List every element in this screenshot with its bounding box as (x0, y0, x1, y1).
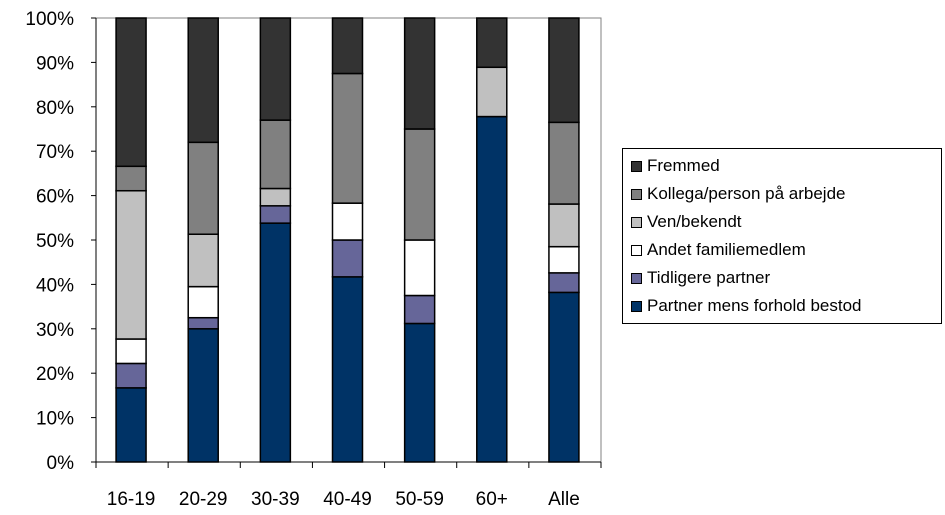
y-tick-label: 100% (25, 9, 74, 30)
legend-swatch (631, 300, 642, 312)
bar-segment-2029-s2 (187, 285, 219, 319)
bar-segment-4049-s4 (331, 72, 364, 204)
legend-label: Fremmed (647, 156, 720, 175)
legend-swatch (631, 244, 642, 256)
chart-legend: Fremmed Kollega/person på arbejde Ven/be… (622, 148, 942, 324)
bar-segment-Alle-s5 (548, 17, 580, 124)
bar-segment-Alle-s2 (548, 245, 580, 274)
x-tick-label: Alle (548, 489, 580, 510)
bar-segment-60-s3 (476, 66, 508, 118)
bar-segment-2029-s3 (187, 233, 219, 288)
bar-segment-1619-s0 (115, 387, 147, 463)
y-tick-label: 40% (36, 275, 74, 296)
bar-segment-2029-s4 (187, 141, 219, 235)
bar-segment-2029-s5 (187, 17, 219, 144)
legend-item-ven: Ven/bekendt (631, 211, 742, 233)
bar-segment-60-s0 (476, 115, 508, 463)
bar-segment-3039-s1 (259, 205, 292, 224)
legend-item-tidligere: Tidligere partner (631, 267, 770, 289)
y-tick-label: 80% (36, 98, 74, 119)
bar-segment-3039-s3 (259, 187, 292, 207)
x-tick-label: 16-19 (107, 489, 156, 510)
x-tick-label: 30-39 (251, 489, 300, 510)
bar-segment-Alle-s0 (548, 291, 580, 463)
legend-item-partner: Partner mens forhold bestod (631, 295, 862, 317)
legend-label: Tidligere partner (647, 268, 771, 287)
bar-segment-60-s5 (476, 17, 508, 69)
bar-segment-Alle-s1 (548, 272, 580, 294)
legend-swatch (631, 216, 642, 228)
x-tick-label: 20-29 (179, 489, 228, 510)
y-tick-label: 70% (36, 142, 74, 163)
bar-segment-1619-s2 (115, 338, 147, 365)
y-tick-label: 30% (36, 320, 74, 341)
y-tick-label: 50% (36, 231, 74, 252)
x-tick-label: 60+ (476, 489, 508, 510)
legend-swatch (631, 188, 642, 200)
legend-item-fremmed: Fremmed (631, 155, 720, 177)
bar-segment-3039-s4 (259, 119, 292, 190)
bar-segment-1619-s1 (115, 362, 147, 389)
y-tick-label: 10% (36, 409, 74, 430)
legend-label: Kollega/person på arbejde (647, 184, 846, 203)
bar-segment-1619-s4 (115, 165, 147, 192)
bar-segment-5059-s4 (403, 128, 436, 241)
bar-segment-2029-s1 (187, 316, 219, 330)
y-tick-label: 60% (36, 187, 74, 208)
y-tick-label: 20% (36, 364, 74, 385)
bar-segment-1619-s3 (115, 189, 147, 340)
legend-label: Partner mens forhold bestod (647, 296, 862, 315)
legend-item-andet: Andet familiemedlem (631, 239, 806, 261)
bar-segment-4049-s1 (331, 239, 364, 278)
y-tick-label: 90% (36, 53, 74, 74)
bar-segment-3039-s0 (259, 222, 292, 463)
bar-segment-2029-s0 (187, 328, 219, 463)
x-tick-label: 50-59 (395, 489, 444, 510)
legend-swatch (631, 160, 642, 172)
legend-label: Ven/bekendt (647, 212, 742, 231)
bar-segment-3039-s5 (259, 17, 292, 121)
bar-segment-4049-s2 (331, 202, 364, 241)
bar-segment-5059-s5 (403, 17, 436, 130)
bar-segment-5059-s2 (403, 239, 436, 297)
legend-label: Andet familiemedlem (647, 240, 806, 259)
legend-item-kollega: Kollega/person på arbejde (631, 183, 845, 205)
bar-segment-5059-s1 (403, 294, 436, 325)
x-tick-label: 40-49 (323, 489, 372, 510)
y-tick-label: 0% (47, 453, 75, 474)
bar-segment-1619-s5 (115, 17, 147, 168)
bar-segment-4049-s5 (331, 17, 364, 75)
bar-segment-4049-s0 (331, 276, 364, 463)
bar-segment-5059-s0 (403, 322, 436, 463)
legend-swatch (631, 272, 642, 284)
bar-segment-Alle-s4 (548, 121, 580, 205)
bar-segment-Alle-s3 (548, 203, 580, 248)
